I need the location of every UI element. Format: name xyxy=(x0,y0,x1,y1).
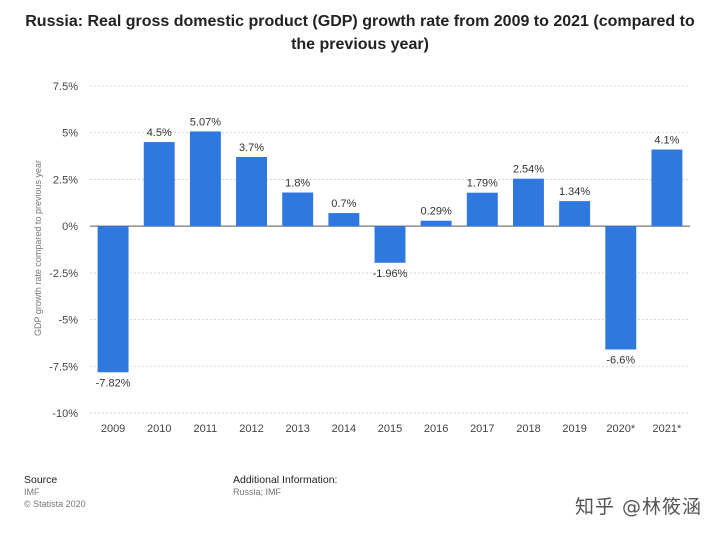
bar-2018 xyxy=(513,178,544,227)
bar-2014 xyxy=(328,213,360,227)
x-tick-label: 2017 xyxy=(470,423,494,435)
bar-value-label: 0.7% xyxy=(331,198,356,210)
bar-value-label: 3.7% xyxy=(239,142,264,154)
x-tick-label: 2013 xyxy=(285,423,309,435)
y-tick-label: 7.5% xyxy=(53,81,78,93)
bar-value-label: 0.29% xyxy=(421,206,452,218)
x-tick-label: 2016 xyxy=(424,423,448,435)
bar-2020 xyxy=(605,226,637,350)
y-tick-label: 0% xyxy=(62,221,78,233)
bar-2009 xyxy=(97,226,129,373)
y-tick-label: -10% xyxy=(52,408,78,420)
y-tick-label: -5% xyxy=(58,315,78,327)
bar-2017 xyxy=(466,192,498,227)
bar-value-label: 1.79% xyxy=(467,178,498,190)
y-tick-label: -7.5% xyxy=(49,361,78,373)
bar-2010 xyxy=(143,142,175,227)
additional-info-block: Additional Information: Russia; IMF xyxy=(233,474,337,498)
additional-info-heading: Additional Information: xyxy=(233,474,338,486)
bar-value-label: -6.6% xyxy=(606,354,635,366)
copyright-line: © Statista 2020 xyxy=(24,499,86,509)
bar-2021 xyxy=(651,149,683,227)
bar-value-label: 5.07% xyxy=(190,116,221,128)
x-tick-label: 2015 xyxy=(378,423,402,435)
x-axis-ticks: 2009 2010 2011 2012 2013 2014 2015 2016 2017 2018… xyxy=(101,423,682,435)
bar-value-label: 1.34% xyxy=(559,186,590,198)
x-tick-label: 2014 xyxy=(332,423,356,435)
y-axis-label: GDP growth rate compared to previous yea… xyxy=(33,160,43,336)
x-tick-label: 2009 xyxy=(101,423,125,435)
bar-value-label: 4.5% xyxy=(147,127,172,139)
x-tick-label: 2021* xyxy=(653,423,682,435)
bar-2016 xyxy=(420,220,452,227)
watermark-text: 知乎 @林筱涵 xyxy=(574,496,702,518)
source-line: IMF xyxy=(24,487,40,497)
bar-value-label: 4.1% xyxy=(654,135,679,147)
x-tick-label: 2020* xyxy=(606,423,635,435)
y-tick-label: 2.5% xyxy=(53,174,78,186)
bar-2019 xyxy=(559,201,591,227)
chart-title: Russia: Real gross domestic product (GDP… xyxy=(25,13,695,53)
x-tick-label: 2011 xyxy=(194,423,218,435)
bars xyxy=(97,131,683,373)
source-block: Source IMF © Statista 2020 xyxy=(24,474,86,510)
x-tick-label: 2018 xyxy=(516,423,540,435)
y-axis-ticks: 7.5% 5% 2.5% 0% -2.5% -5% -7.5% -10% xyxy=(49,81,78,420)
bar-value-label: 1.8% xyxy=(285,178,310,190)
y-tick-label: 5% xyxy=(62,128,78,140)
bar-2013 xyxy=(282,192,314,227)
x-tick-label: 2010 xyxy=(147,423,171,435)
bar-value-label: 2.54% xyxy=(513,164,544,176)
bar-2015 xyxy=(374,226,406,263)
source-heading: Source xyxy=(24,474,58,486)
bar-2012 xyxy=(236,157,267,227)
bar-value-labels: -7.82% 4.5% 5.07% 3.7% 1.8% 0.7% -1.96% 0.29% 1.… xyxy=(96,116,680,389)
additional-info-text: Russia; IMF xyxy=(233,487,282,497)
x-tick-label: 2012 xyxy=(239,423,263,435)
bar-value-label: -7.82% xyxy=(96,377,131,389)
bar-2011 xyxy=(189,131,221,227)
bar-value-label: -1.96% xyxy=(373,268,408,280)
y-tick-label: -2.5% xyxy=(49,268,78,280)
x-tick-label: 2019 xyxy=(562,423,586,435)
